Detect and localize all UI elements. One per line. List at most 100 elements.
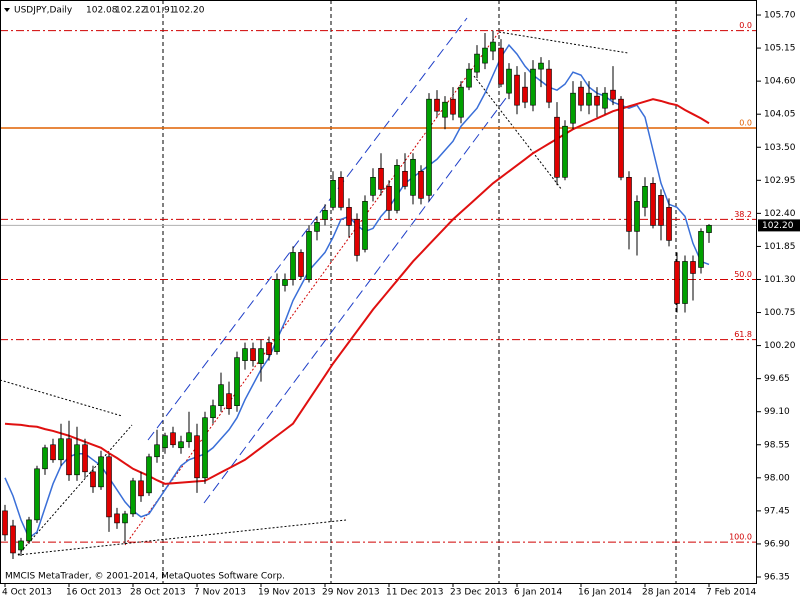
- candle-body: [130, 480, 136, 515]
- candle-body: [186, 432, 192, 443]
- candle-body: [146, 456, 152, 494]
- candle-body: [114, 513, 120, 524]
- candle-body: [666, 207, 672, 241]
- trendline: [498, 31, 629, 54]
- channel-line: [147, 17, 468, 441]
- candle-body: [522, 86, 528, 103]
- candle-body: [242, 348, 248, 361]
- candle-body: [554, 116, 560, 178]
- candle-body: [10, 525, 16, 554]
- y-tick-label: 98.55: [764, 440, 790, 450]
- header-value: 102.20: [173, 6, 205, 16]
- fib-label: 100.0: [729, 533, 752, 542]
- x-tick-label: 28 Jan 2014: [642, 588, 696, 598]
- x-tick-label: 7 Feb 2014: [706, 588, 757, 598]
- candle-body: [474, 53, 480, 73]
- candle-body: [290, 252, 296, 280]
- candle-body: [82, 444, 88, 473]
- moving-average: [4, 98, 710, 485]
- candle-body: [106, 456, 112, 518]
- candle-body: [250, 348, 256, 361]
- candle-body: [690, 261, 696, 274]
- fib-label: 61.8: [734, 330, 752, 339]
- candle-body: [194, 435, 200, 479]
- candle-body: [314, 222, 320, 232]
- candle-body: [642, 186, 648, 208]
- candle-body: [538, 62, 544, 70]
- candle-body: [394, 164, 400, 211]
- candle-body: [122, 513, 128, 524]
- candle-body: [586, 92, 592, 106]
- candle-body: [282, 279, 288, 286]
- candle-body: [674, 261, 680, 304]
- current-price-label: 102.20: [762, 221, 794, 231]
- candle-body: [362, 201, 368, 250]
- candle-body: [546, 68, 552, 103]
- candle-body: [42, 447, 48, 470]
- plot-frame: [0, 0, 757, 584]
- candle-body: [626, 177, 632, 232]
- candle-body: [218, 384, 224, 406]
- candle-body: [90, 471, 96, 488]
- candle-body: [58, 438, 64, 461]
- candle-body: [50, 444, 56, 461]
- candle-body: [26, 519, 32, 542]
- y-tick-label: 101.85: [764, 242, 796, 252]
- candle-body: [562, 125, 568, 178]
- fib-label: 38.2: [734, 210, 752, 219]
- header-value: 102.22: [115, 6, 147, 16]
- candle-body: [698, 231, 704, 268]
- candle-body: [506, 68, 512, 94]
- candle-body: [258, 348, 264, 364]
- fib-label: 50.0: [734, 270, 752, 279]
- y-tick-label: 96.35: [764, 572, 790, 582]
- hline-label: 0.0: [739, 119, 752, 128]
- y-tick-label: 104.05: [764, 110, 796, 120]
- x-tick-label: 23 Dec 2013: [450, 588, 508, 598]
- candle-body: [426, 98, 432, 196]
- y-tick-label: 100.20: [764, 341, 796, 351]
- candle-body: [618, 98, 624, 178]
- candle-body: [458, 86, 464, 118]
- trendline: [17, 424, 133, 556]
- candle-body: [378, 167, 384, 190]
- candle-body: [322, 210, 328, 220]
- channel-line: [203, 97, 507, 504]
- fib-label: 0.0: [739, 21, 752, 30]
- candle-body: [578, 86, 584, 106]
- y-tick-label: 101.30: [764, 275, 796, 285]
- trendline: [0, 379, 123, 417]
- candle-body: [266, 342, 272, 355]
- y-tick-label: 99.10: [764, 407, 790, 417]
- candle-body: [162, 435, 168, 449]
- footer: MMCIS MetaTrader, © 2001-2014, MetaQuote…: [5, 572, 285, 582]
- x-tick-label: 16 Jan 2014: [578, 588, 632, 598]
- x-tick-label: 4 Oct 2013: [2, 588, 52, 598]
- candle-body: [18, 540, 24, 551]
- candle-body: [2, 510, 8, 536]
- candle-body: [178, 441, 184, 449]
- trendline: [17, 519, 347, 556]
- candle-body: [658, 195, 664, 226]
- candle-body: [490, 41, 496, 52]
- chart-title: USDJPY,Daily: [14, 6, 73, 16]
- candle-body: [466, 68, 472, 88]
- candle-body: [602, 92, 608, 109]
- y-tick-label: 103.50: [764, 143, 796, 153]
- y-tick-label: 96.90: [764, 539, 790, 549]
- y-tick-label: 102.40: [764, 209, 796, 219]
- y-tick-label: 97.45: [764, 506, 790, 516]
- candle-body: [154, 444, 160, 458]
- candle-body: [74, 444, 80, 476]
- candle-body: [66, 438, 72, 476]
- fib-trend: [124, 31, 500, 546]
- candle-body: [682, 261, 688, 304]
- candle-body: [234, 357, 240, 406]
- x-tick-label: 7 Nov 2013: [194, 588, 246, 598]
- header-value: 101.91: [144, 6, 176, 16]
- header-value: 102.08: [86, 6, 118, 16]
- trendline: [473, 75, 563, 191]
- plot: 0.0 38.2 50.0 61.8 100.0 0.0: [0, 21, 757, 559]
